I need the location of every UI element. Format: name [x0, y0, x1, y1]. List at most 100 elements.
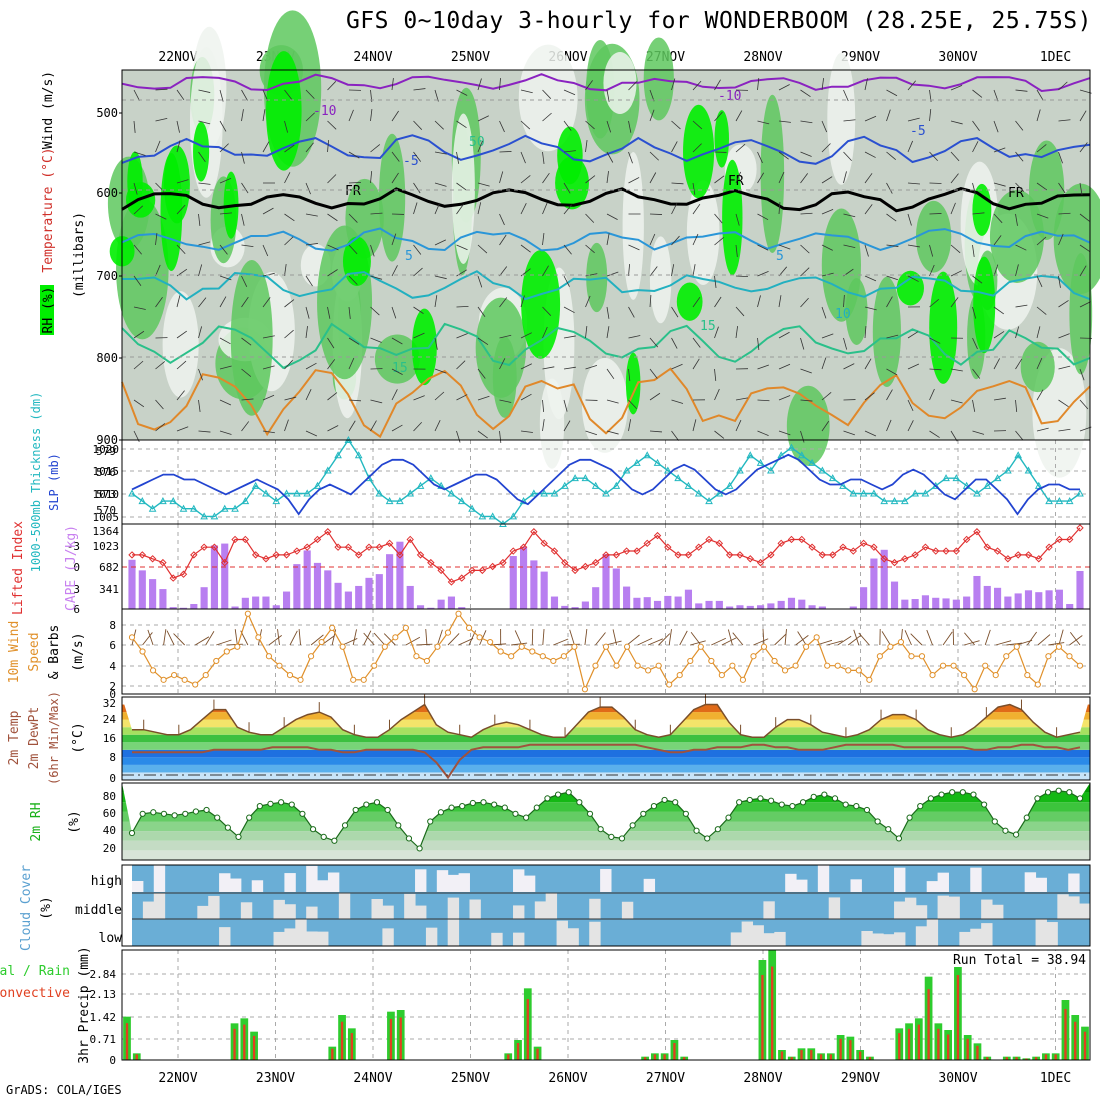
wind-tick: 0	[109, 688, 116, 701]
wind-barb	[520, 175, 531, 184]
cape-bar	[808, 605, 816, 609]
wind-barb	[370, 399, 383, 404]
wind-barb	[1048, 642, 1065, 646]
rh-2m-label: 2m RH	[29, 802, 44, 841]
wind-barb	[563, 420, 571, 432]
rh-point	[384, 806, 391, 814]
wind-barb	[821, 143, 831, 153]
wind-barb	[692, 143, 702, 153]
wind-label: Wind (m/s)	[41, 71, 56, 149]
lifted-index-point	[1055, 535, 1064, 544]
lifted-index-point	[591, 558, 600, 567]
wind-barb	[929, 388, 935, 401]
cloud-cell	[763, 901, 775, 919]
wind-barb	[800, 212, 813, 215]
wind-barb	[864, 204, 873, 215]
wind-barb	[606, 399, 619, 404]
lifted-index-point	[1024, 551, 1033, 559]
wind-barb	[305, 182, 311, 195]
wind-barb	[234, 629, 238, 646]
wind-barb	[542, 265, 549, 277]
wind-barb	[757, 399, 770, 402]
wind-barb	[585, 244, 595, 254]
date-label-bottom: 23NOV	[256, 1071, 295, 1086]
cape-bar	[179, 607, 188, 609]
wind-barb	[735, 275, 749, 278]
wind-speed-point	[413, 653, 420, 660]
cloud-cell	[284, 928, 296, 946]
convective-bar	[907, 1028, 911, 1060]
cloud-cell	[763, 933, 775, 946]
wind-barb	[155, 423, 166, 432]
wind-barb	[929, 182, 942, 184]
wind-barb	[370, 109, 373, 122]
wind-barb	[219, 399, 232, 406]
date-label-bottom: 29NOV	[841, 1071, 880, 1086]
wind-barb	[585, 140, 588, 153]
wind-barb	[671, 141, 678, 153]
rh-point	[938, 791, 945, 798]
wind-barb	[133, 151, 146, 156]
cloud-cell	[425, 927, 438, 946]
wind-barb	[864, 173, 873, 184]
thickness-point	[1014, 451, 1023, 459]
rh-point	[661, 796, 668, 804]
wind-speed-point	[329, 624, 336, 631]
convective-bar	[1034, 1057, 1038, 1060]
rh-patch	[649, 236, 672, 324]
rh-patch	[686, 180, 720, 286]
thickness-point	[550, 489, 559, 497]
date-label-top: 25NOV	[451, 50, 490, 65]
wind-barb	[585, 213, 595, 223]
wind-barb	[864, 430, 877, 437]
wind-barb	[370, 306, 380, 316]
thickness-point	[653, 458, 662, 466]
wind-barb	[821, 78, 825, 91]
wind-barb	[434, 202, 441, 215]
wind-barb	[514, 630, 523, 646]
slp-tick: 1010	[93, 488, 120, 501]
wind-barb	[628, 306, 635, 318]
rh-point	[320, 833, 327, 841]
cape-bar	[653, 600, 662, 609]
wind-barb	[735, 143, 746, 153]
wind-barb	[1015, 264, 1019, 277]
wind-barb	[456, 333, 468, 339]
thickness-point	[159, 497, 167, 505]
cloud-cell	[926, 919, 939, 946]
wind-barb	[413, 267, 423, 277]
lifted-index-point	[272, 551, 280, 559]
wind-barb	[1036, 306, 1047, 315]
lifted-index-point	[725, 551, 734, 559]
wind-barb	[289, 630, 298, 646]
wind-barb	[671, 203, 678, 215]
cape-bar	[272, 605, 280, 609]
rh-patch	[581, 357, 628, 453]
slp-line	[131, 453, 1080, 516]
wind-barb	[886, 368, 898, 376]
rh-point	[395, 822, 402, 829]
lifted-index-point	[1065, 535, 1074, 544]
wind-barb	[563, 335, 576, 339]
wind-barb	[262, 335, 275, 339]
wind-barb	[606, 430, 619, 435]
lifted-index-point	[458, 574, 466, 582]
wind-barb	[327, 244, 339, 251]
rh-point	[288, 801, 295, 808]
wind-barb	[198, 89, 211, 93]
wind-barb	[542, 366, 555, 370]
wind-speed-point	[539, 653, 546, 660]
cloud-cell	[219, 873, 231, 892]
cape-bar	[313, 562, 322, 609]
wind-barb	[1079, 265, 1087, 277]
thickness-point	[138, 497, 147, 505]
wind-barb	[585, 430, 598, 436]
rh-band	[122, 850, 1090, 860]
wind-speed-point	[897, 638, 905, 646]
rh-point	[799, 799, 807, 806]
lifted-index-point	[427, 558, 435, 567]
rh-point	[150, 809, 157, 816]
rh-point	[139, 810, 146, 817]
cape-bar	[416, 605, 425, 609]
